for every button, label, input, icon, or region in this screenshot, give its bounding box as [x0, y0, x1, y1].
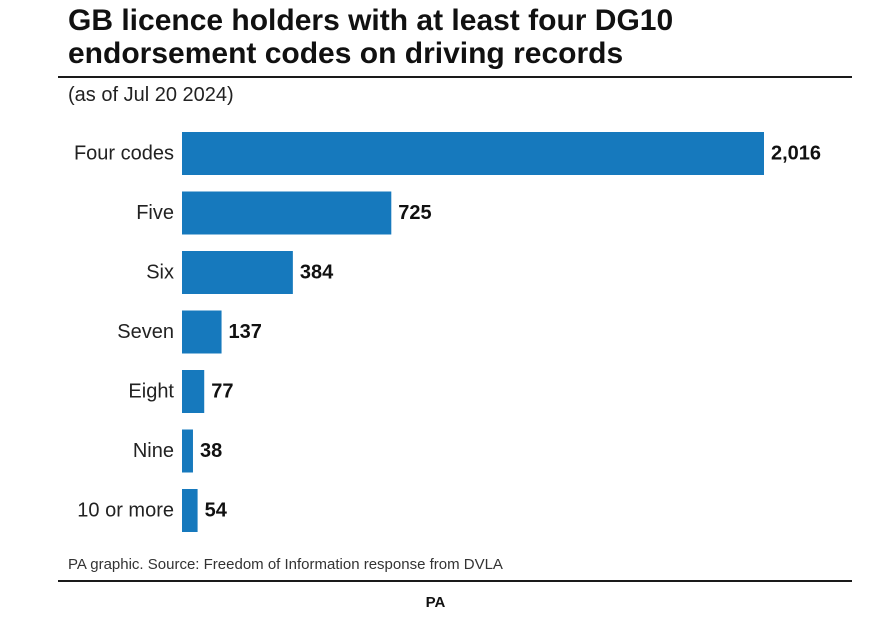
- value-label: 384: [300, 262, 334, 284]
- bar-six: [182, 251, 293, 294]
- value-label: 2,016: [771, 143, 821, 165]
- bar-nine: [182, 429, 193, 473]
- value-label: 54: [205, 500, 228, 522]
- bar-seven: [182, 310, 222, 354]
- category-label: Seven: [117, 321, 174, 343]
- value-label: 137: [229, 321, 262, 343]
- source-note: PA graphic. Source: Freedom of Informati…: [68, 556, 503, 573]
- pa-credit: PA: [425, 594, 446, 611]
- chart-subtitle: (as of Jul 20 2024): [68, 84, 234, 106]
- footer-divider: [58, 580, 852, 582]
- category-label: Nine: [133, 440, 174, 462]
- bar-chart: Four codes 2,016 Five 725 Six 384 Seven 137 Eigh…: [74, 132, 821, 532]
- category-label: Eight: [128, 381, 174, 403]
- category-label: Four codes: [74, 143, 174, 165]
- bar-10-or-more: [182, 489, 198, 532]
- value-label: 725: [398, 202, 431, 224]
- value-label: 77: [211, 381, 233, 403]
- category-label: 10 or more: [77, 500, 174, 522]
- bar-four-codes: [182, 132, 764, 175]
- bar-five: [182, 191, 392, 235]
- chart-title: GB licence holders with at least four DG…: [68, 4, 674, 70]
- category-label: Five: [136, 202, 174, 224]
- bar-eight: [182, 370, 205, 413]
- value-label: 38: [200, 440, 222, 462]
- title-divider: [58, 76, 852, 78]
- category-label: Six: [146, 262, 174, 284]
